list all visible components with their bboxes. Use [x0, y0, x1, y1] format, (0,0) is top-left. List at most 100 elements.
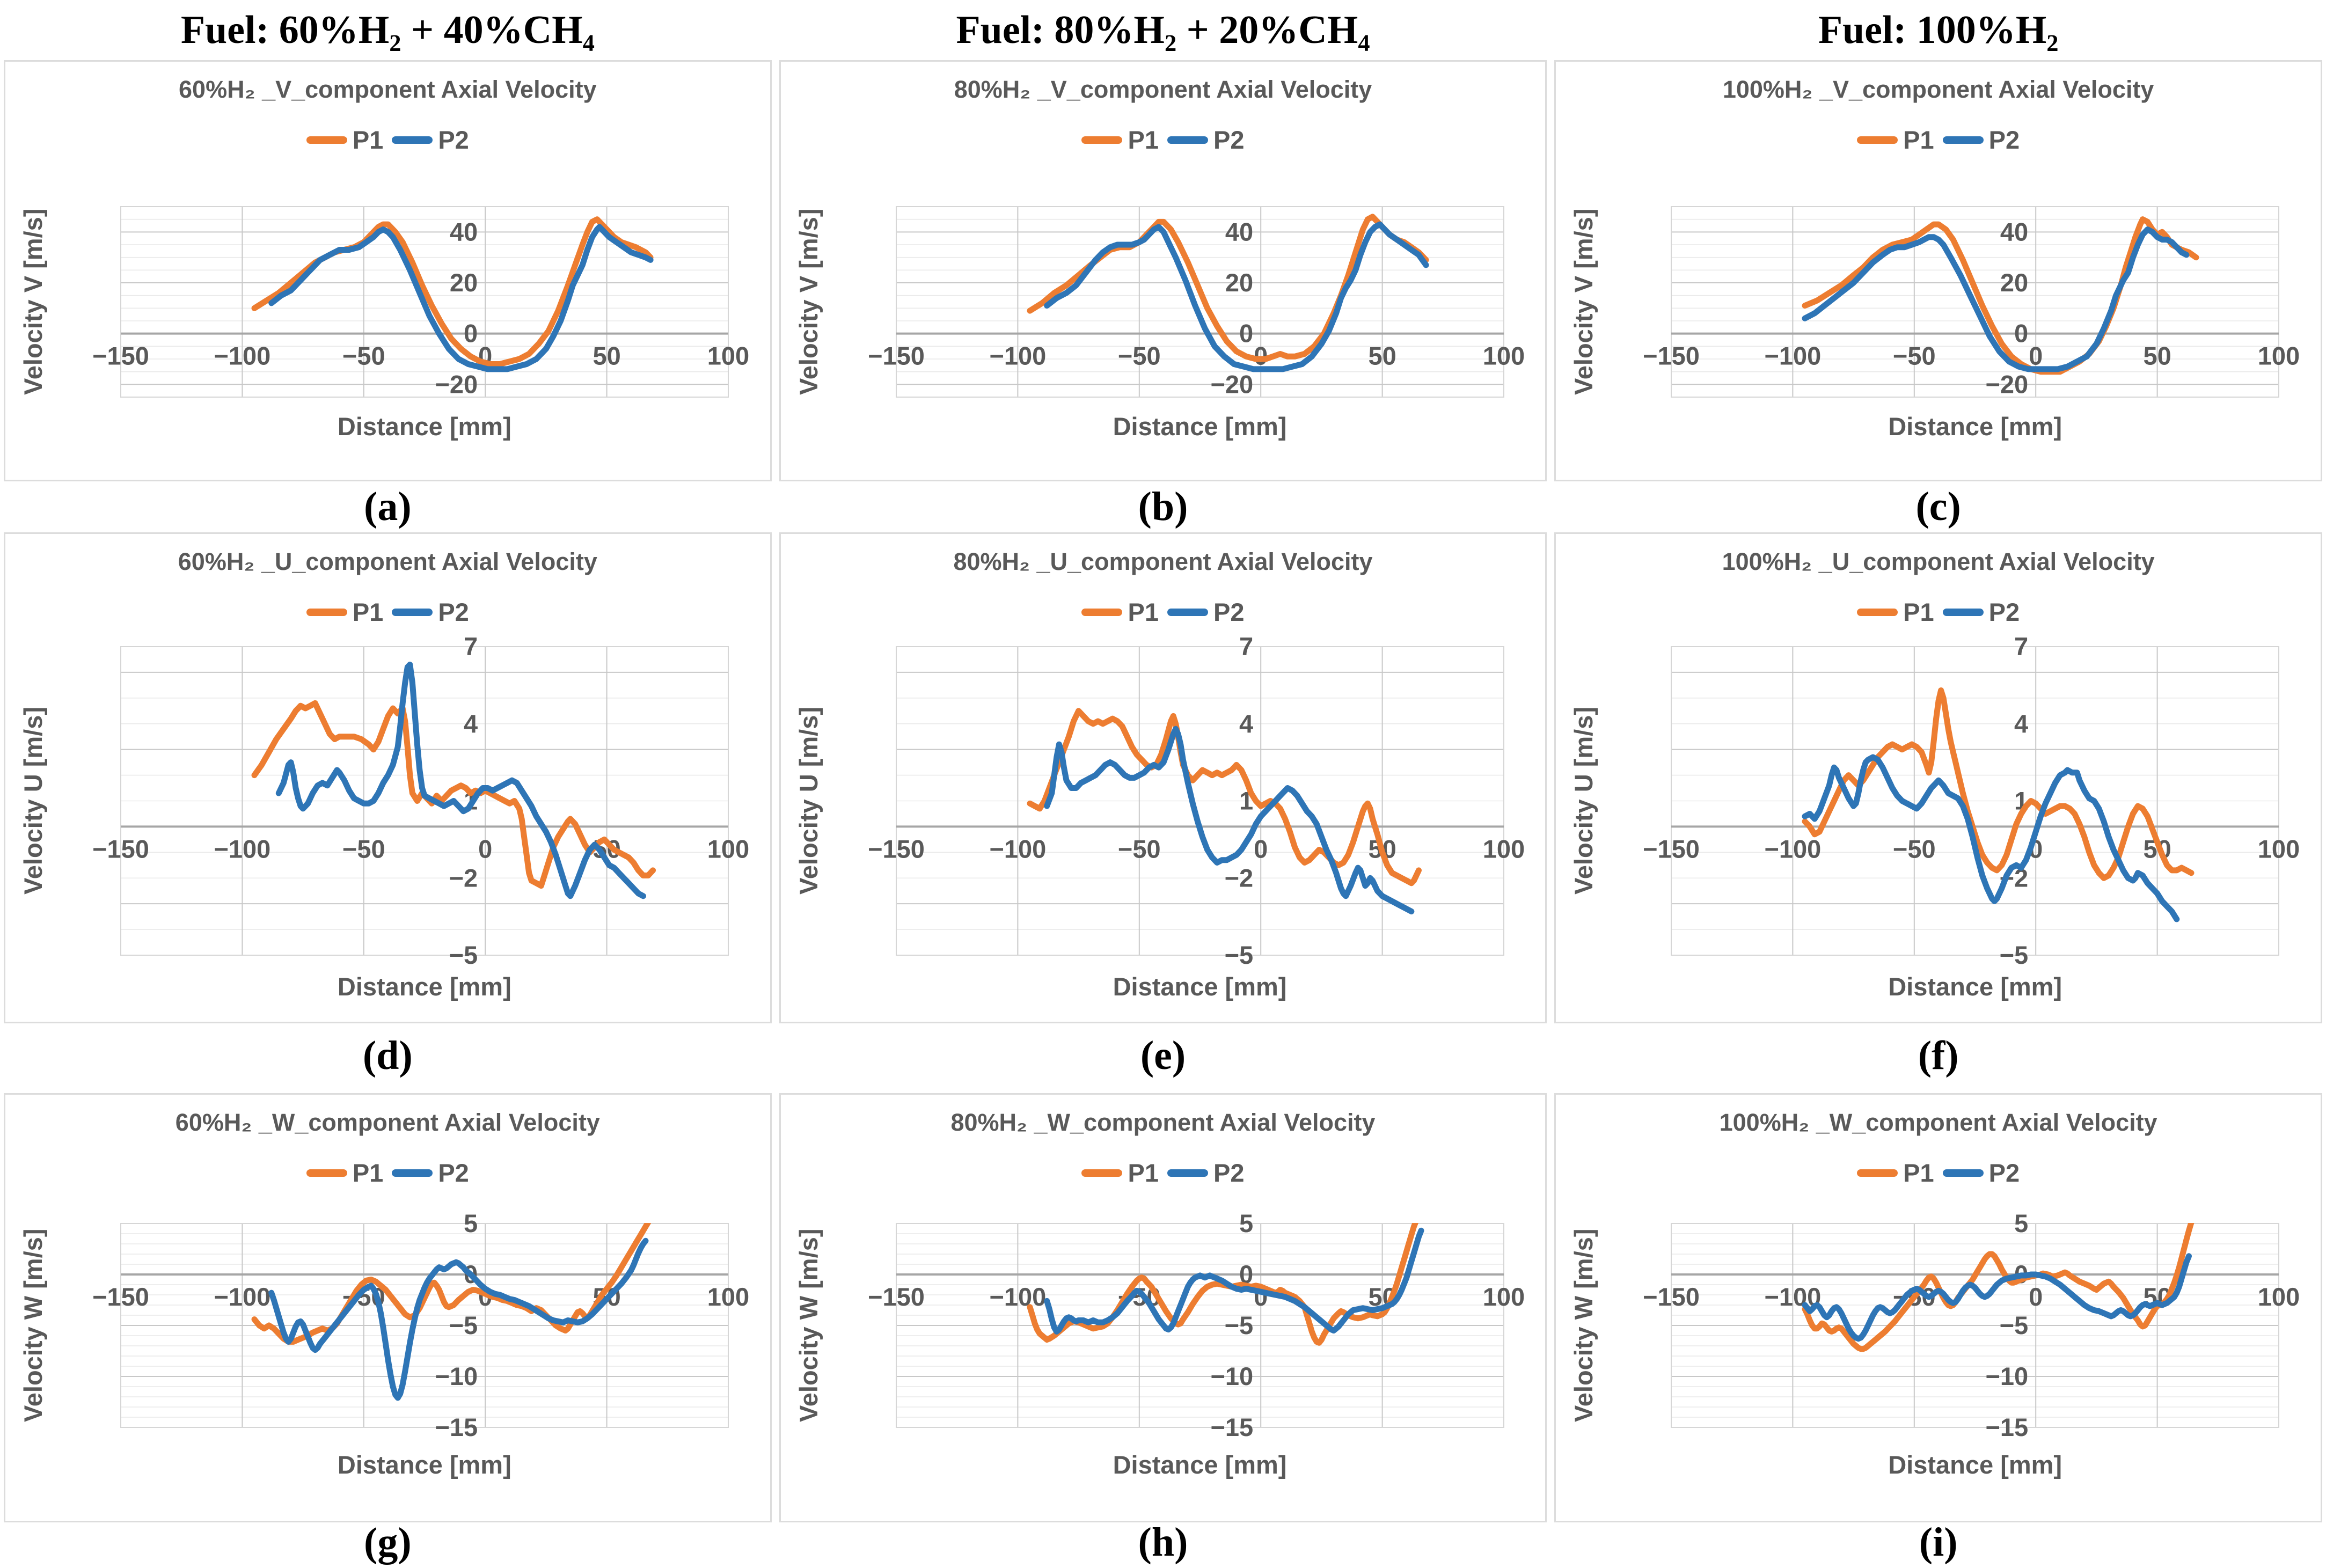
- series-line-p2: [1802, 1253, 2192, 1342]
- svg-text:−2: −2: [449, 863, 478, 892]
- svg-text:−15: −15: [435, 1413, 478, 1441]
- svg-text:7: 7: [1239, 632, 1253, 661]
- legend-label: P2: [1213, 1159, 1245, 1187]
- svg-text:−150: −150: [868, 1283, 925, 1311]
- subfigure-letter-b: (b): [1138, 484, 1188, 529]
- svg-text:−5: −5: [449, 941, 478, 969]
- svg-text:−15: −15: [1986, 1413, 2029, 1441]
- svg-text:−150: −150: [92, 342, 149, 370]
- svg-text:0: 0: [2014, 319, 2028, 348]
- svg-text:−50: −50: [1893, 342, 1936, 370]
- svg-text:100: 100: [1482, 834, 1524, 863]
- svg-text:−50: −50: [342, 834, 385, 863]
- svg-text:100: 100: [2258, 1283, 2300, 1311]
- p1-line-swatch: [306, 1169, 347, 1177]
- svg-text:4: 4: [464, 709, 478, 738]
- legend: P1 P2: [781, 1158, 1546, 1188]
- legend-item-p1: P1: [306, 597, 384, 627]
- chart-panel-h: 80%H₂ _W_component Axial Velocity P1 P2 …: [779, 1093, 1547, 1522]
- svg-text:−100: −100: [989, 1283, 1046, 1311]
- svg-text:−5: −5: [1224, 1311, 1253, 1339]
- svg-text:−150: −150: [868, 342, 925, 370]
- svg-text:100: 100: [2258, 342, 2300, 370]
- svg-text:20: 20: [450, 268, 478, 297]
- svg-text:−50: −50: [1893, 834, 1936, 863]
- subfigure-letter-e: (e): [1140, 1033, 1186, 1078]
- svg-text:−10: −10: [1986, 1362, 2029, 1390]
- svg-text:−150: −150: [1643, 342, 1700, 370]
- series-line-p1: [1802, 1223, 2195, 1352]
- legend-item-p1: P1: [1857, 125, 1934, 155]
- legend-item-p2: P2: [392, 1158, 469, 1188]
- svg-text:0: 0: [1254, 834, 1268, 863]
- x-axis-title: Distance [mm]: [1113, 1450, 1287, 1479]
- chart-row-v: 60%H₂ _V_component Axial Velocity P1 P2 …: [0, 60, 2326, 481]
- svg-text:5: 5: [1239, 1209, 1253, 1237]
- svg-text:0: 0: [1254, 342, 1268, 370]
- svg-text:40: 40: [2000, 217, 2028, 246]
- svg-text:−150: −150: [92, 1283, 149, 1311]
- svg-text:−5: −5: [2000, 1311, 2029, 1339]
- p2-line-swatch: [392, 608, 433, 616]
- legend-label: P2: [1213, 126, 1245, 154]
- legend: P1 P2: [1556, 125, 2321, 155]
- subfigure-letter-f: (f): [1918, 1033, 1959, 1078]
- svg-text:5: 5: [464, 1209, 478, 1237]
- x-axis-title: Distance [mm]: [1888, 412, 2062, 441]
- legend: P1 P2: [1556, 597, 2321, 627]
- svg-text:−150: −150: [92, 834, 149, 863]
- legend-item-p2: P2: [392, 597, 469, 627]
- series-line-p2: [268, 224, 654, 372]
- p1-line-swatch: [1081, 136, 1123, 144]
- x-axis-title: Distance [mm]: [1113, 412, 1287, 441]
- svg-text:50: 50: [2144, 342, 2171, 370]
- series-line-p2: [1802, 754, 2180, 922]
- legend-label: P2: [1988, 1159, 2020, 1187]
- x-axis-title: Distance [mm]: [1888, 1450, 2062, 1479]
- svg-text:−100: −100: [1765, 342, 1822, 370]
- subfigure-letter-g: (g): [364, 1520, 412, 1565]
- svg-text:−10: −10: [1210, 1362, 1253, 1390]
- svg-text:100: 100: [1482, 342, 1524, 370]
- x-axis-title: Distance [mm]: [337, 1450, 511, 1479]
- subfigure-letter-h: (h): [1138, 1520, 1188, 1565]
- legend-label: P1: [352, 598, 384, 626]
- svg-text:0: 0: [464, 319, 478, 348]
- chart-panel-i: 100%H₂ _W_component Axial Velocity P1 P2…: [1554, 1093, 2322, 1522]
- legend: P1 P2: [5, 1158, 770, 1188]
- series-line-p1: [1802, 687, 2195, 881]
- legend-item-p2: P2: [1167, 125, 1245, 155]
- p1-line-swatch: [1857, 608, 1898, 616]
- svg-text:−20: −20: [435, 370, 478, 398]
- legend-label: P1: [1128, 1159, 1159, 1187]
- series-line-p2: [1043, 726, 1415, 914]
- svg-text:5: 5: [2014, 1209, 2028, 1237]
- svg-text:−150: −150: [868, 834, 925, 863]
- svg-text:40: 40: [450, 217, 478, 246]
- svg-text:−100: −100: [989, 342, 1046, 370]
- p1-line-swatch: [1081, 608, 1123, 616]
- chart-panel-d: 60%H₂ _U_component Axial Velocity P1 P2 …: [4, 532, 772, 1023]
- series-line-p2: [275, 662, 646, 899]
- svg-text:7: 7: [2014, 632, 2028, 661]
- legend-item-p2: P2: [1942, 1158, 2020, 1188]
- legend: P1 P2: [781, 125, 1546, 155]
- legend-item-p1: P1: [306, 1158, 383, 1188]
- legend-label: P1: [1903, 1159, 1934, 1187]
- p2-line-swatch: [1942, 136, 1984, 144]
- p1-line-swatch: [1857, 136, 1898, 144]
- svg-text:100: 100: [2258, 834, 2300, 863]
- legend-item-p2: P2: [392, 125, 469, 155]
- p2-line-swatch: [392, 136, 433, 144]
- legend: P1 P2: [781, 597, 1546, 627]
- legend-label: P2: [1988, 598, 2020, 626]
- legend-label: P1: [1128, 126, 1159, 154]
- svg-text:7: 7: [464, 632, 478, 661]
- svg-text:−20: −20: [1210, 370, 1253, 398]
- chart-panel-b: 80%H₂ _V_component Axial Velocity P1 P2 …: [779, 60, 1547, 481]
- svg-text:−100: −100: [214, 1283, 270, 1311]
